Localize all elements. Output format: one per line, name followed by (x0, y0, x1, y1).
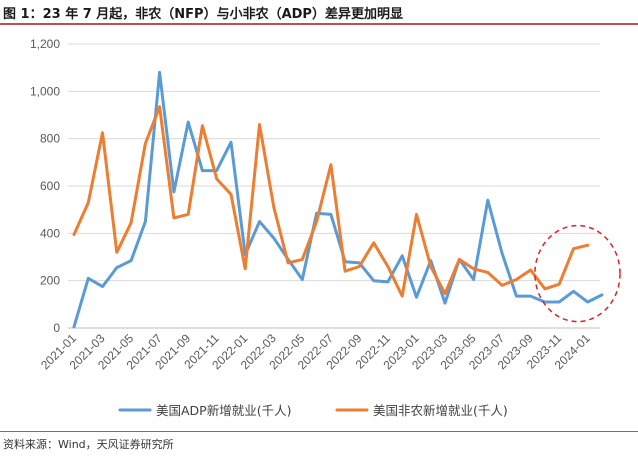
y-tick-label: 1,200 (30, 37, 60, 51)
y-axis-ticks: 0 200 400 600 800 1,000 1,200 (30, 37, 60, 335)
legend-label: 美国ADP新增就业(千人) (156, 403, 291, 418)
legend-label: 美国非农新增就业(千人) (373, 403, 508, 418)
gridlines (68, 43, 600, 282)
y-tick-label: 400 (40, 226, 60, 240)
source-divider (0, 431, 638, 432)
highlight-ellipse (534, 224, 621, 323)
source-note: 资料来源：Wind，天风证券研究所 (3, 438, 174, 451)
legend: 美国ADP新增就业(千人) 美国非农新增就业(千人) (118, 403, 508, 418)
y-tick-label: 1,000 (30, 84, 60, 98)
adp-series-line (72, 70, 604, 329)
x-axis-ticks: 2021-012021-032021-052021-072021-092021-… (38, 331, 593, 372)
title-divider (0, 23, 638, 25)
nfp-series-line (72, 105, 590, 298)
series-lines (72, 70, 604, 329)
figure-title: 图 1：23 年 7 月起，非农（NFP）与小非农（ADP）差异更加明显 (3, 7, 403, 22)
y-tick-label: 800 (40, 132, 60, 146)
y-tick-label: 0 (53, 321, 60, 335)
y-tick-label: 600 (40, 179, 60, 193)
y-tick-label: 200 (40, 274, 60, 288)
